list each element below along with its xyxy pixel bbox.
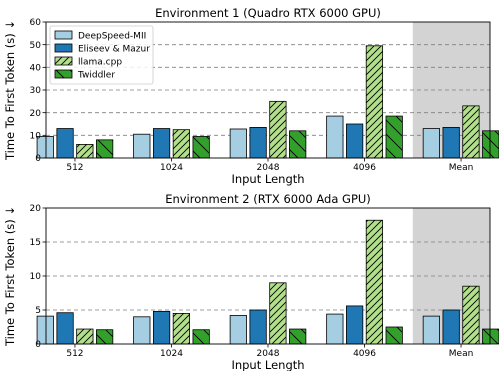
legend-swatch-llama-cpp	[54, 56, 73, 66]
y-tick-label: 50	[30, 41, 42, 51]
x-tick-label: 4096	[353, 163, 376, 173]
y-tick-label: 15	[30, 238, 41, 248]
bar-twiddler-512	[96, 329, 114, 345]
x-tick-label: 512	[66, 349, 83, 359]
y-tick-label: 0	[35, 340, 41, 350]
bar-twiddler-2048	[289, 130, 307, 159]
legend-label: llama.cpp	[78, 58, 122, 68]
bar-deepspeed-mii-mean	[422, 315, 440, 345]
legend-label: DeepSpeed-MII	[78, 32, 146, 42]
bar-llama-cpp-1024	[172, 129, 190, 159]
bar-eliseev-mazur-1024	[152, 128, 171, 159]
x-tick-label: 4096	[353, 349, 376, 359]
bar-eliseev-mazur-512	[56, 128, 74, 159]
bar-llama-cpp-4096	[365, 45, 384, 159]
legend: DeepSpeed-MII Eliseev & Mazur llama.cpp Twi…	[49, 25, 154, 85]
y-tick-label: 5	[35, 306, 41, 316]
bar-twiddler-2048	[289, 328, 307, 345]
bar-deepspeed-mii-mean	[422, 128, 440, 159]
x-axis-label: Input Length	[231, 172, 304, 186]
bar-eliseev-mazur-512	[56, 312, 74, 345]
chart-title: Environment 2 (RTX 6000 Ada GPU)	[165, 192, 371, 206]
y-tick-label: 60	[30, 18, 42, 28]
x-tick-label: 1024	[160, 163, 183, 173]
y-axis-label: Time To First Token (s) ↓	[3, 20, 17, 161]
y-tick-label: 20	[30, 204, 42, 214]
bar-eliseev-mazur-mean	[442, 309, 460, 345]
bar-eliseev-mazur-4096	[346, 305, 364, 345]
bar-eliseev-mazur-2048	[249, 127, 267, 159]
bar-twiddler-mean	[482, 130, 499, 159]
x-tick-label: Mean	[449, 163, 474, 173]
x-tick-label: 512	[66, 163, 83, 173]
bar-eliseev-mazur-1024	[152, 310, 171, 345]
x-axis-label: Input Length	[231, 358, 304, 371]
bar-twiddler-mean	[482, 328, 499, 345]
y-tick-label: 10	[30, 272, 42, 282]
bar-twiddler-4096	[385, 326, 403, 345]
legend-box	[49, 25, 154, 85]
bar-deepspeed-mii-4096	[326, 115, 344, 159]
bar-llama-cpp-2048	[269, 100, 287, 159]
y-tick-label: 10	[30, 132, 42, 142]
bar-llama-cpp-512	[76, 328, 94, 345]
bar-llama-cpp-4096	[365, 219, 384, 345]
bar-llama-cpp-512	[76, 143, 94, 159]
y-axis-label: Time To First Token (s) ↓	[3, 206, 17, 347]
y-tick-label: 30	[30, 86, 42, 96]
bar-twiddler-1024	[192, 136, 210, 159]
bar-eliseev-mazur-mean	[442, 127, 460, 159]
x-tick-label: 2048	[257, 163, 280, 173]
legend-swatch-twiddler	[54, 69, 73, 79]
y-tick-label: 20	[30, 109, 42, 119]
legend-swatch-deepspeed-mii	[54, 30, 73, 40]
chart-panel-environment-1: 0 10 20 30 40 50 60 512 1024 2048 4096 Mean Environm…	[3, 6, 499, 186]
bar-llama-cpp-mean	[462, 285, 480, 345]
bar-deepspeed-mii-1024	[133, 133, 151, 159]
bar-eliseev-mazur-2048	[249, 309, 267, 345]
legend-label: Eliseev & Mazur	[78, 45, 150, 55]
bar-twiddler-512	[96, 139, 114, 159]
x-tick-label: 1024	[160, 349, 183, 359]
legend-label: Twiddler	[77, 71, 115, 81]
bar-llama-cpp-2048	[269, 282, 287, 345]
x-tick-label: 2048	[257, 349, 280, 359]
bar-eliseev-mazur-4096	[346, 123, 364, 159]
x-tick-label: Mean	[449, 349, 474, 359]
bar-deepspeed-mii-4096	[326, 313, 344, 345]
bar-deepspeed-mii-2048	[229, 128, 247, 159]
legend-swatch-eliseev-mazur	[54, 43, 73, 53]
bar-twiddler-4096	[385, 115, 403, 159]
bar-deepspeed-mii-1024	[133, 316, 151, 345]
bar-llama-cpp-1024	[172, 312, 190, 345]
y-tick-label: 0	[35, 154, 41, 164]
bar-twiddler-1024	[192, 329, 210, 345]
chart-panel-environment-2: 0 5 10 15 20 512 1024 2048 4096 Mean Environment 2…	[3, 192, 499, 372]
bar-llama-cpp-mean	[462, 105, 480, 159]
bar-deepspeed-mii-2048	[229, 315, 247, 345]
chart-title: Environment 1 (Quadro RTX 6000 GPU)	[155, 6, 381, 20]
y-tick-label: 40	[30, 64, 42, 74]
